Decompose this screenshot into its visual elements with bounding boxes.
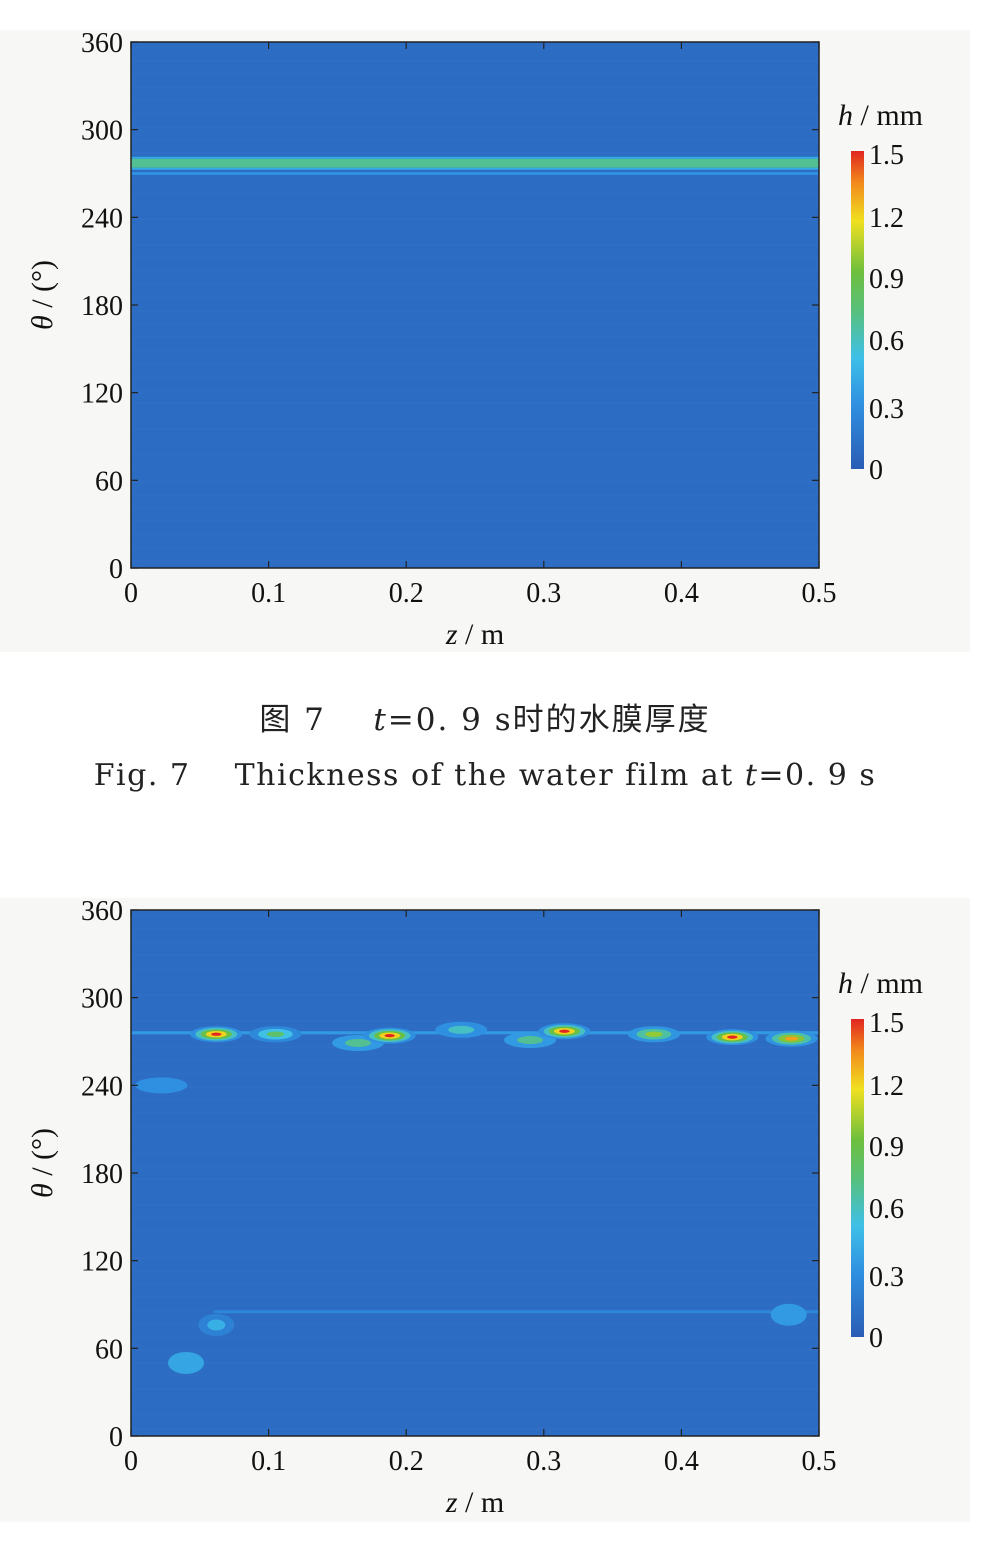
colorbar-tick-label: 1.2 (869, 203, 904, 234)
x-tick-label: 0.3 (526, 578, 561, 609)
y-axis-unit: / (°) (26, 260, 59, 315)
colorbar-title: h / mm (838, 99, 923, 132)
caption-english: Fig. 7 Thickness of the water film at t=… (0, 758, 970, 793)
film-spot-0 (211, 1032, 222, 1036)
y-axis-unit: / (°) (26, 1128, 59, 1183)
colorbar-tick-label: 0.3 (869, 1262, 904, 1293)
film-band-1 (131, 172, 819, 175)
caption-cn-rest: =0. 9 s时的水膜厚度 (387, 702, 711, 738)
y-axis-var: θ (26, 315, 59, 330)
y-axis-title: θ / (°) (26, 260, 59, 330)
x-tick-label: 0.3 (526, 1446, 561, 1477)
y-axis-title: θ / (°) (26, 1128, 59, 1198)
caption-cn-time-var: t (373, 702, 388, 738)
colorbar (851, 151, 864, 469)
colorbar-tick-label: 0.6 (869, 326, 904, 357)
colorbar-unit: / mm (853, 99, 923, 132)
colorbar-var: h (838, 967, 853, 1000)
figure-8-panel: 0 0.1 0.2 0.3 0.4 0.5 0 60 120 180 240 300 360 z / m θ… (0, 896, 970, 1522)
x-tick-label: 0.5 (802, 578, 837, 609)
heatmap-texture (131, 47, 819, 562)
caption-chinese: 图 7 t=0. 9 s时的水膜厚度 (0, 694, 970, 739)
film-band-0 (131, 158, 819, 168)
figure-7-panel: 0 0.1 0.2 0.3 0.4 0.5 0 60 120 180 240 300 360 z / m θ… (0, 28, 970, 652)
film-spot-3 (384, 1034, 395, 1038)
heatmap-chart-fig7: 0 0.1 0.2 0.3 0.4 0.5 0 60 120 180 240 300 360 z / m θ… (26, 28, 923, 651)
x-tick-label: 0.4 (664, 1446, 699, 1477)
x-tick-label: 0.5 (802, 1446, 837, 1477)
colorbar-tick-label: 0.9 (869, 264, 904, 295)
film-band-edge-0 (131, 167, 819, 170)
colorbar-tick-label: 1.2 (869, 1071, 904, 1102)
x-axis-unit: / m (458, 1486, 505, 1519)
y-tick-label: 60 (95, 466, 123, 497)
film-spot-8 (727, 1035, 738, 1039)
film-band-1 (213, 1310, 819, 1314)
x-axis-var: z (445, 1486, 458, 1519)
y-tick-label: 360 (81, 898, 123, 927)
y-axis-var: θ (26, 1183, 59, 1198)
y-tick-label: 360 (81, 30, 123, 59)
y-tick-label: 180 (81, 1159, 123, 1190)
x-axis-title: z / m (445, 1486, 504, 1519)
x-axis-var: z (445, 618, 458, 651)
film-band-edge-0 (131, 156, 819, 159)
y-tick-label: 0 (109, 554, 123, 585)
colorbar-tick-label: 1.5 (869, 140, 904, 171)
x-tick-label: 0.1 (251, 1446, 286, 1477)
colorbar-tick-label: 0 (869, 455, 883, 486)
x-tick-label: 0.2 (389, 1446, 424, 1477)
colorbar-title: h / mm (838, 967, 923, 1000)
caption-en-fig-number: Fig. 7 (93, 758, 191, 793)
heatmap-field (131, 910, 819, 1436)
film-spot-4 (448, 1025, 475, 1034)
y-tick-label: 300 (81, 116, 123, 147)
heatmap-chart-fig8: 0 0.1 0.2 0.3 0.4 0.5 0 60 120 180 240 300 360 z / m θ… (26, 896, 923, 1519)
y-tick-label: 300 (81, 984, 123, 1015)
caption-en-time-var: t (744, 758, 759, 793)
film-spot-2 (345, 1038, 372, 1047)
y-tick-label: 240 (81, 203, 123, 234)
y-tick-label: 120 (81, 1247, 123, 1278)
y-tick-label: 120 (81, 379, 123, 410)
x-axis-unit: / m (458, 618, 505, 651)
film-spot-11 (168, 1351, 205, 1374)
film-spot-7 (645, 1031, 663, 1037)
colorbar-unit: / mm (853, 967, 923, 1000)
colorbar (851, 1019, 864, 1337)
film-spot-9 (784, 1036, 798, 1041)
film-spot-5 (517, 1036, 544, 1045)
heatmap-field (131, 42, 819, 568)
colorbar-tick-label: 0.9 (869, 1132, 904, 1163)
film-spot-10 (207, 1319, 226, 1331)
film-spot-13 (770, 1303, 807, 1326)
x-tick-label: 0.4 (664, 578, 699, 609)
caption-en-rest: =0. 9 s (758, 758, 877, 793)
y-tick-label: 180 (81, 291, 123, 322)
film-spot-1 (266, 1031, 285, 1037)
x-tick-label: 0.2 (389, 578, 424, 609)
y-tick-label: 240 (81, 1071, 123, 1102)
colorbar-tick-label: 0.3 (869, 394, 904, 425)
caption-cn-fig-number: 图 7 (259, 702, 326, 738)
x-tick-label: 0 (124, 578, 138, 609)
x-tick-label: 0.1 (251, 578, 286, 609)
y-tick-label: 0 (109, 1422, 123, 1453)
colorbar-tick-label: 0.6 (869, 1194, 904, 1225)
x-axis-title: z / m (445, 618, 504, 651)
colorbar-var: h (838, 99, 853, 132)
film-spot-6 (559, 1029, 570, 1033)
x-tick-label: 0 (124, 1446, 138, 1477)
colorbar-tick-label: 0 (869, 1323, 883, 1354)
caption-en-text: Thickness of the water film at (234, 758, 745, 793)
colorbar-tick-label: 1.5 (869, 1008, 904, 1039)
film-spot-12 (135, 1077, 188, 1094)
y-tick-label: 60 (95, 1334, 123, 1365)
